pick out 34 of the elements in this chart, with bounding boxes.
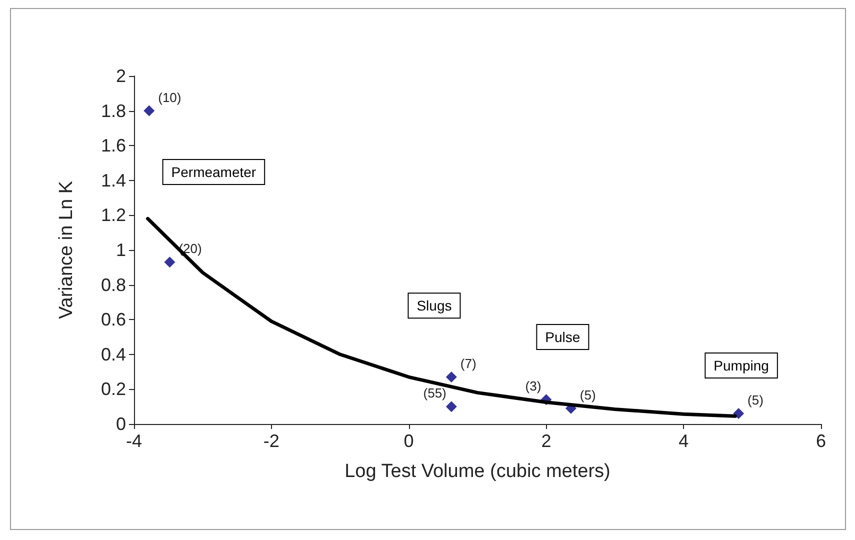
point <box>164 256 176 268</box>
point <box>733 408 744 420</box>
annotation: Pumping <box>714 358 769 374</box>
point <box>144 105 155 116</box>
x-axis-title: Log Test Volume (cubic meters) <box>344 461 610 482</box>
y-tick-label: 2 <box>116 66 126 86</box>
y-tick-label: 1.6 <box>100 136 126 156</box>
annotation: (10) <box>158 90 182 105</box>
x-tick-label: -2 <box>263 431 280 451</box>
y-tick-label: 0 <box>116 414 126 434</box>
x-tick-label: 6 <box>816 431 826 451</box>
y-tick-label: 0.4 <box>100 344 126 364</box>
x-tick-label: -4 <box>126 431 142 451</box>
x-tick-label: 4 <box>678 431 689 451</box>
annotation: (5) <box>748 392 764 408</box>
y-tick-label: 0.2 <box>100 379 126 400</box>
annotation: (3) <box>525 378 542 394</box>
point <box>446 401 457 412</box>
x-tick-label: 0 <box>404 431 414 451</box>
point <box>446 372 457 383</box>
y-tick-label: 1.4 <box>100 170 126 190</box>
y-axis-title: Variance in Ln K <box>56 180 77 320</box>
annotation: Permeameter <box>171 164 256 180</box>
annotation: Slugs <box>416 298 452 314</box>
y-tick-label: 1.2 <box>100 205 126 226</box>
annotation: Pulse <box>545 329 580 345</box>
annotation: (55) <box>423 386 446 401</box>
y-tick-label: 0.6 <box>100 310 126 330</box>
y-tick-label: 0.8 <box>100 274 126 295</box>
annotation: (7) <box>460 356 476 372</box>
y-tick-label: 1 <box>116 240 126 260</box>
x-tick-label: 2 <box>541 431 552 451</box>
annotation: (5) <box>580 387 596 402</box>
y-tick-label: 1.8 <box>100 100 126 121</box>
